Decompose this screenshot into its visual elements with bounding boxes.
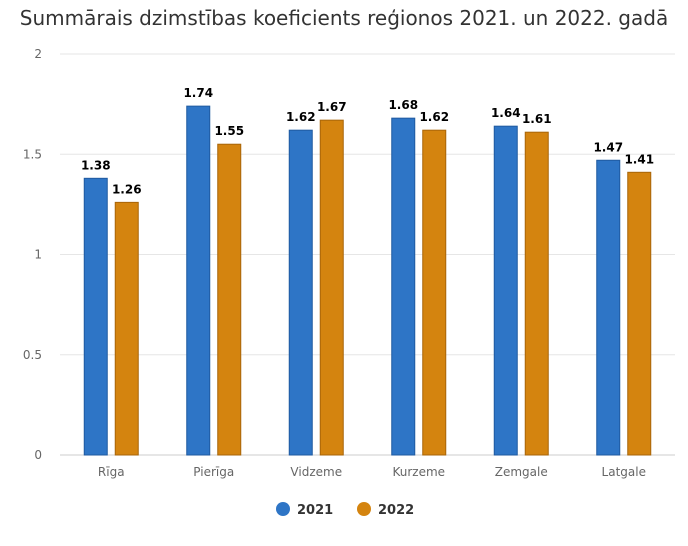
x-tick-label: Rīga: [98, 465, 125, 479]
bar-2022[interactable]: [319, 119, 344, 456]
data-label: 1.62: [419, 110, 449, 124]
data-label: 1.26: [112, 182, 142, 196]
data-label: 1.62: [286, 110, 316, 124]
x-tick-label: Latgale: [602, 465, 646, 479]
y-tick-label: 0.5: [23, 348, 42, 362]
y-tick-label: 1.5: [23, 147, 42, 161]
bar-2021[interactable]: [596, 159, 621, 456]
data-labels: 1.381.261.741.551.621.67 1.681.62 1.64 1.61…: [81, 86, 654, 196]
data-label: 1.64: [491, 106, 521, 120]
bar-2022[interactable]: [524, 131, 549, 456]
data-label: 1.38: [81, 158, 111, 172]
chart-title: Summārais dzimstības koeficients reģiono…: [19, 6, 669, 30]
bar-2022[interactable]: [217, 143, 242, 456]
y-tick-label: 0: [34, 448, 42, 462]
legend-label[interactable]: 2021: [297, 503, 333, 518]
data-label: 1.61: [522, 112, 552, 126]
x-tick-label: Vidzeme: [290, 465, 342, 479]
y-axis: 0 0.5 1 1.5 2: [23, 47, 42, 462]
bar-2022[interactable]: [627, 171, 652, 456]
bar-2022[interactable]: [114, 201, 139, 456]
bar-2021[interactable]: [493, 125, 518, 456]
bar-2022[interactable]: [422, 129, 447, 456]
grid-lines: [60, 53, 675, 456]
y-tick-label: 1: [34, 248, 42, 262]
x-tick-label: Zemgale: [495, 465, 548, 479]
x-tick-label: Pierīga: [193, 465, 234, 479]
y-tick-label: 2: [34, 47, 42, 61]
bar-2021[interactable]: [391, 117, 416, 456]
bar-2021[interactable]: [288, 129, 313, 456]
legend-marker-2022[interactable]: [357, 502, 371, 516]
x-axis: Rīga Pierīga Vidzeme Kurzeme Zemgale Latgale: [98, 465, 646, 479]
bar-2021[interactable]: [83, 177, 108, 456]
data-label: 1.47: [593, 140, 623, 154]
data-label: 1.67: [317, 100, 347, 114]
data-label: 1.41: [624, 152, 654, 166]
data-label: 1.74: [183, 86, 213, 100]
data-label: 1.55: [214, 124, 244, 138]
x-tick-label: Kurzeme: [392, 465, 445, 479]
legend-label[interactable]: 2022: [378, 503, 414, 518]
legend-marker-2021[interactable]: [276, 502, 290, 516]
legend[interactable]: 2021 2022: [276, 502, 414, 518]
bars: [83, 105, 652, 456]
data-label: 1.68: [388, 98, 418, 112]
bar-2021[interactable]: [186, 105, 211, 456]
